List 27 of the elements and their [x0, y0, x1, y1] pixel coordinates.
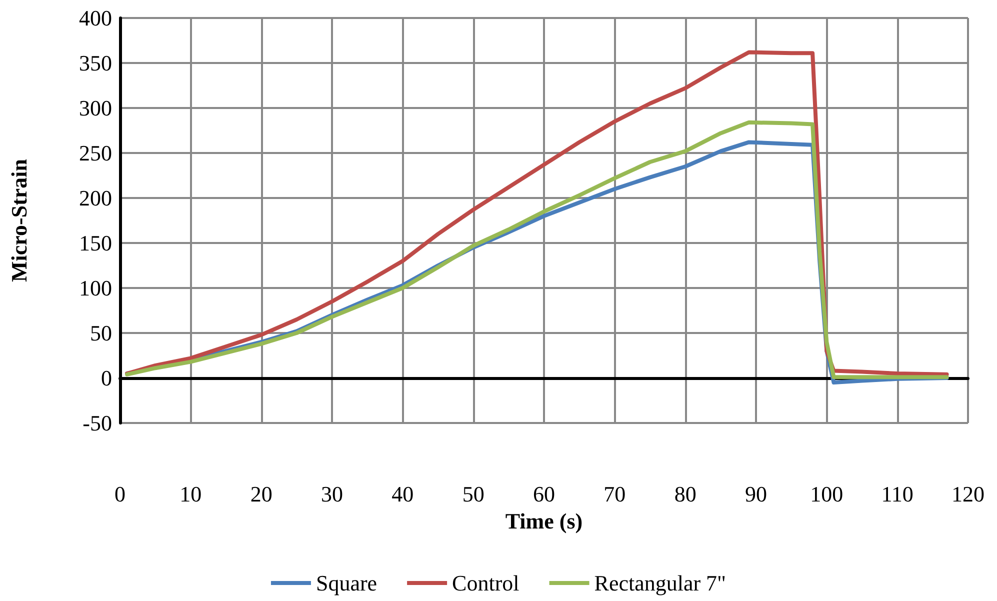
y-tick-label: 250 [79, 140, 112, 166]
x-tick-label: 100 [810, 482, 844, 506]
y-tick-label: 50 [90, 320, 112, 346]
y-tick-label: 300 [79, 96, 112, 120]
legend-label: Square [316, 570, 378, 596]
legend-label: Rectangular 7" [594, 570, 726, 596]
x-tick-label: 110 [881, 482, 914, 506]
legend-label: Control [452, 570, 520, 596]
y-tick-label: 200 [79, 186, 112, 210]
x-tick-label: 40 [392, 482, 414, 506]
x-axis-title: Time (s) [505, 508, 583, 534]
y-tick-label: 400 [79, 6, 112, 30]
y-axis-title: Micro-Strain [6, 158, 32, 282]
x-tick-label: 120 [952, 482, 984, 506]
y-tick-label: 0 [101, 366, 112, 390]
x-tick-label: 10 [180, 482, 202, 506]
y-tick-label: 150 [79, 230, 112, 256]
y-tick-label: -50 [82, 410, 112, 436]
x-tick-label: 80 [674, 482, 696, 506]
y-tick-label: 100 [79, 276, 112, 300]
x-tick-label: 60 [533, 482, 555, 506]
x-tick-label: 70 [604, 482, 626, 506]
x-tick-label: 90 [745, 482, 767, 506]
x-tick-label: 30 [321, 482, 343, 506]
x-tick-label: 50 [462, 482, 484, 506]
x-tick-label: 20 [250, 482, 272, 506]
y-tick-label: 350 [79, 50, 112, 76]
